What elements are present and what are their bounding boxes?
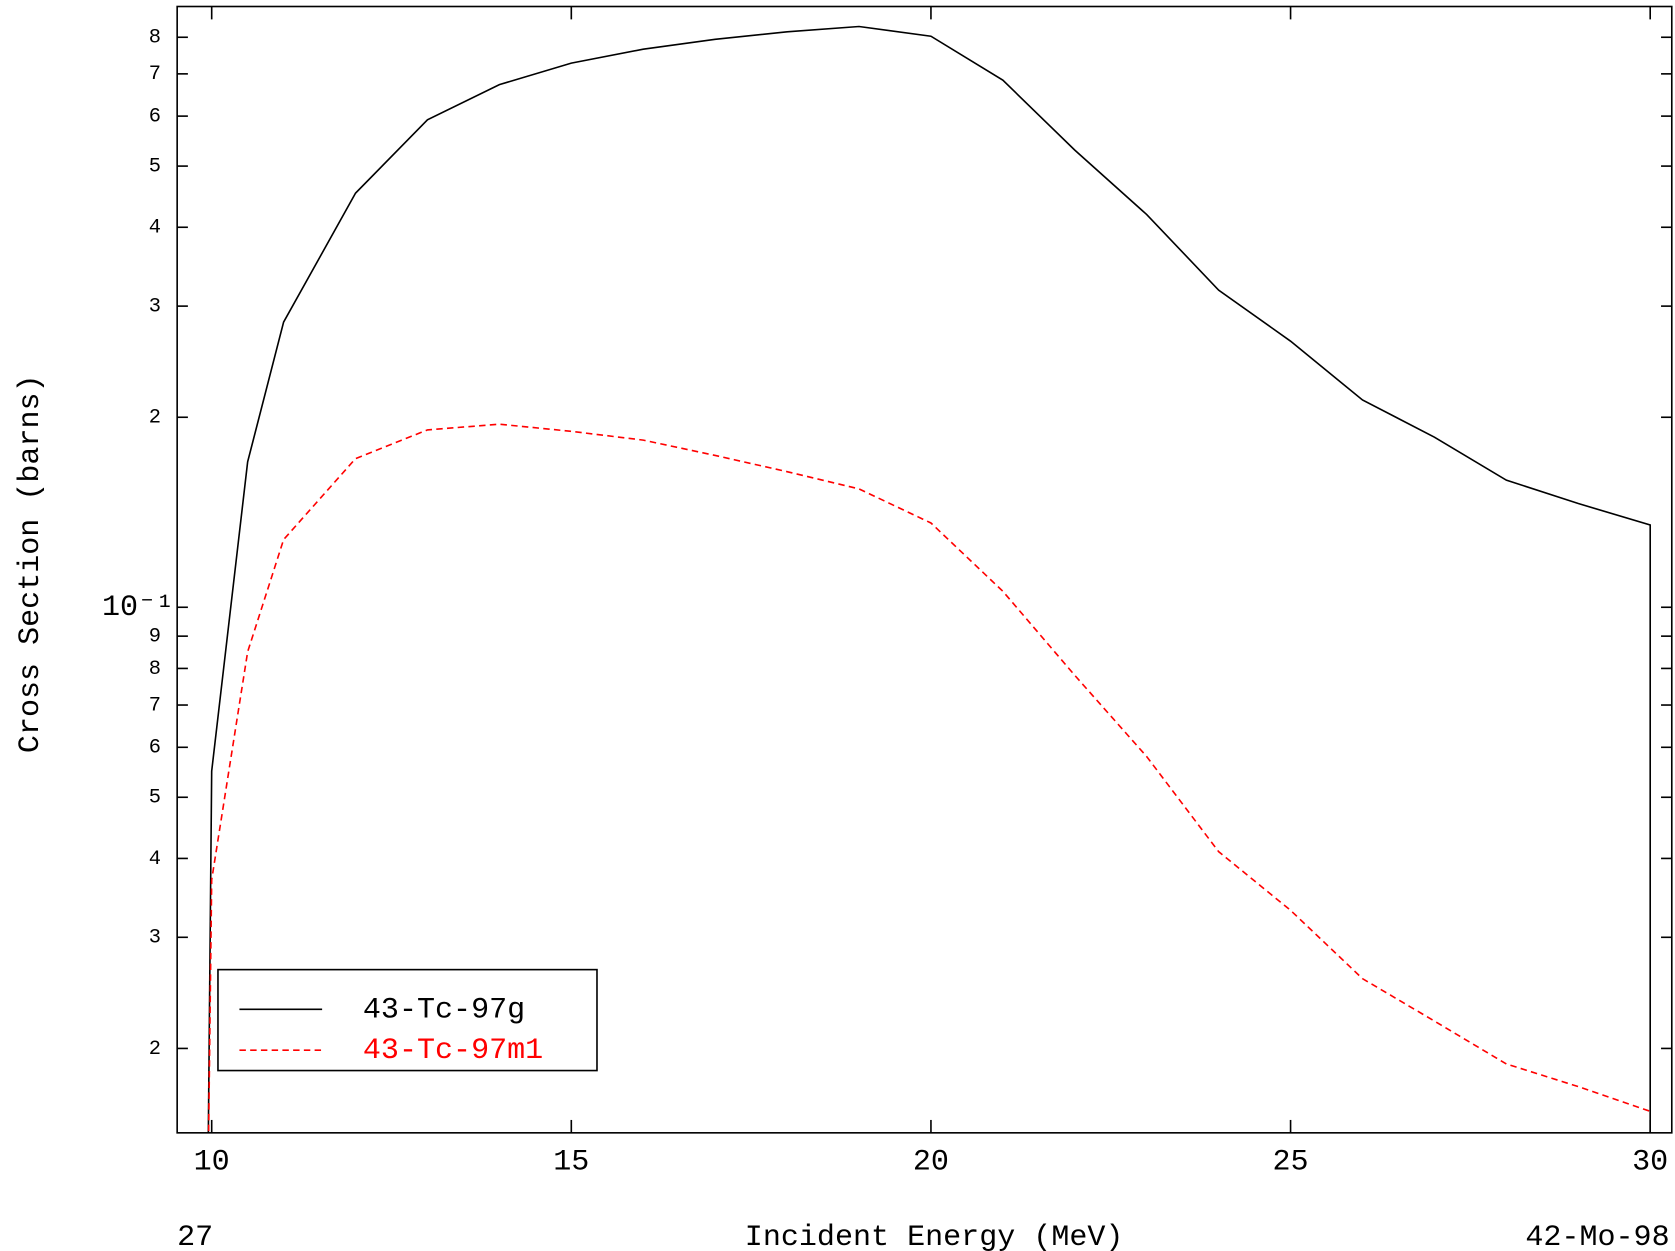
y-tick-label: 8	[149, 27, 161, 50]
x-tick-label: 30	[1632, 1146, 1668, 1180]
x-tick-label: 20	[913, 1146, 949, 1180]
footer-right: 42-Mo-98	[1525, 1221, 1669, 1251]
y-tick-label: 2	[149, 407, 161, 430]
y-tick-label: 3	[149, 927, 161, 950]
x-tick-label: 10	[194, 1146, 230, 1180]
y-tick-label: 10⁻¹	[102, 591, 174, 625]
footer-left: 27	[177, 1221, 213, 1251]
x-axis-label: Incident Energy (MeV)	[745, 1221, 1124, 1251]
legend-label: 43-Tc-97m1	[363, 1034, 543, 1068]
y-tick-label: 5	[149, 787, 161, 810]
series-line	[207, 423, 1651, 1133]
y-tick-label: 4	[149, 848, 161, 871]
y-tick-label: 8	[149, 658, 161, 681]
y-tick-label: 9	[149, 626, 161, 649]
y-tick-label: 6	[149, 106, 161, 129]
y-tick-label: 2	[149, 1038, 161, 1061]
y-tick-label: 5	[149, 155, 161, 178]
y-tick-label: 4	[149, 217, 161, 240]
y-tick-label: 6	[149, 737, 161, 760]
x-tick-label: 15	[553, 1146, 589, 1180]
legend-label: 43-Tc-97g	[363, 993, 525, 1027]
y-tick-label: 7	[149, 694, 161, 717]
series-line	[207, 25, 1652, 1133]
y-tick-label: 3	[149, 296, 161, 319]
plot-frame	[176, 5, 1673, 1134]
x-tick-label: 25	[1273, 1146, 1309, 1180]
y-tick-label: 7	[149, 63, 161, 86]
legend-box	[217, 968, 598, 1072]
y-axis-label: Cross Section (barns)	[14, 374, 48, 753]
